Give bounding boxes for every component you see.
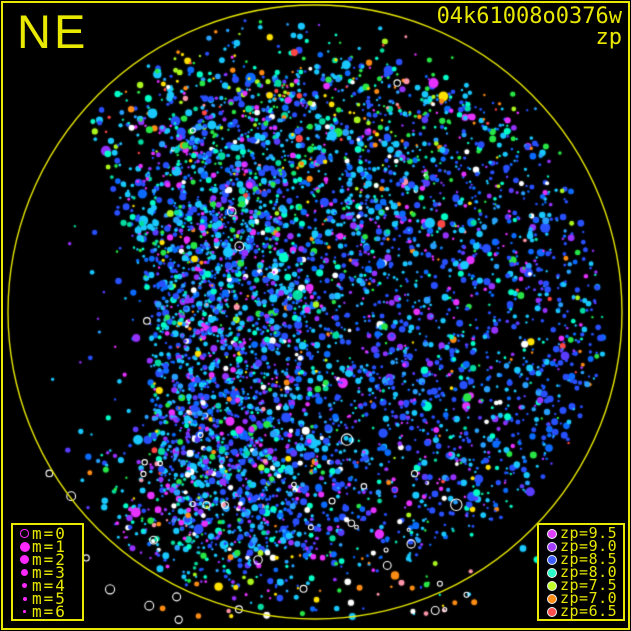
legend-label: zp=7.0 xyxy=(560,589,618,607)
legend-label: m=2 xyxy=(32,550,67,569)
legend-row: zp=7.0 xyxy=(543,589,623,607)
zeropoint-legend: zp=9.5 zp=9.0 zp=8.5 zp=8.0 zp=7.5 zp=7.… xyxy=(537,523,625,621)
legend-label: m=4 xyxy=(32,576,67,595)
magnitude-marker-icon xyxy=(17,610,32,613)
legend-row: m=6 xyxy=(17,602,82,621)
magnitude-marker-icon xyxy=(17,555,32,564)
legend-row: m=0 xyxy=(17,524,82,543)
legend-row: m=2 xyxy=(17,550,82,569)
magnitude-marker-icon xyxy=(17,529,32,538)
orientation-label: NE xyxy=(17,5,89,58)
title-block: 04k61008o0376w zp xyxy=(436,4,623,50)
magnitude-legend: m=0 m=1 m=2 m=3 m=4 m=5 m=6 xyxy=(11,523,84,621)
zp-marker-icon xyxy=(543,554,560,565)
zp-marker-icon xyxy=(543,580,560,591)
legend-row: zp=9.5 xyxy=(543,524,623,542)
legend-row: zp=9.0 xyxy=(543,537,623,555)
zp-marker-icon xyxy=(543,567,560,578)
legend-label: m=0 xyxy=(32,524,67,543)
zp-marker-icon xyxy=(543,528,560,539)
legend-row: m=5 xyxy=(17,589,82,608)
legend-row: m=4 xyxy=(17,576,82,595)
zp-marker-icon xyxy=(543,593,560,604)
legend-label: m=3 xyxy=(32,563,67,582)
legend-label: zp=8.5 xyxy=(560,550,618,568)
legend-row: zp=6.5 xyxy=(543,602,623,620)
legend-label: m=5 xyxy=(32,589,67,608)
legend-label: m=6 xyxy=(32,602,67,621)
legend-label: m=1 xyxy=(32,537,67,556)
legend-row: m=1 xyxy=(17,537,82,556)
magnitude-marker-icon xyxy=(17,541,32,552)
legend-label: zp=9.0 xyxy=(560,537,618,555)
legend-label: zp=7.5 xyxy=(560,576,618,594)
legend-label: zp=9.5 xyxy=(560,524,618,542)
legend-label: zp=8.0 xyxy=(560,563,618,581)
legend-row: zp=8.5 xyxy=(543,550,623,568)
magnitude-marker-icon xyxy=(17,596,32,601)
plate-id-title: 04k61008o0376w xyxy=(436,4,622,29)
legend-row: zp=8.0 xyxy=(543,563,623,581)
zp-marker-icon xyxy=(543,606,560,617)
color-variable-label: zp xyxy=(595,25,623,50)
legend-row: m=3 xyxy=(17,563,82,582)
magnitude-marker-icon xyxy=(17,568,32,577)
zp-marker-icon xyxy=(543,541,560,552)
magnitude-marker-icon xyxy=(17,582,32,589)
legend-row: zp=7.5 xyxy=(543,576,623,594)
legend-label: zp=6.5 xyxy=(560,602,618,620)
